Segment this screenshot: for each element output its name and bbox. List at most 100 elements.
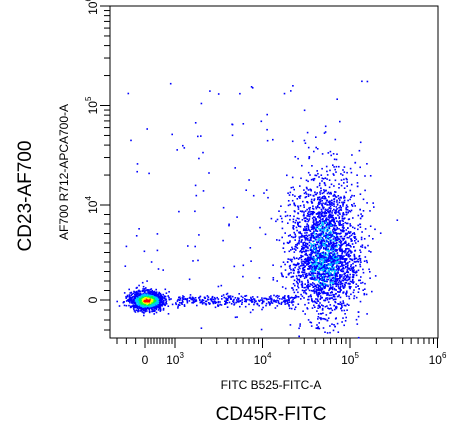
scatter-point xyxy=(328,225,330,227)
scatter-point xyxy=(331,267,333,270)
scatter-point xyxy=(315,218,317,220)
scatter-point xyxy=(241,303,243,305)
scatter-point xyxy=(318,327,321,330)
scatter-point xyxy=(341,237,344,240)
scatter-point xyxy=(341,215,344,217)
scatter-point xyxy=(294,248,296,250)
scatter-point xyxy=(306,223,308,225)
scatter-point xyxy=(292,298,294,301)
scatter-point xyxy=(322,257,325,260)
scatter-point xyxy=(324,222,326,225)
scatter-point xyxy=(340,240,343,243)
scatter-point xyxy=(352,270,355,273)
scatter-point xyxy=(305,293,308,295)
scatter-point xyxy=(339,247,341,250)
scatter-point xyxy=(324,235,326,237)
scatter-point xyxy=(328,272,331,275)
scatter-point xyxy=(318,214,320,217)
scatter-point xyxy=(291,287,294,289)
scatter-point xyxy=(192,300,195,302)
scatter-point xyxy=(351,232,354,235)
scatter-point xyxy=(323,206,325,209)
scatter-point xyxy=(319,229,321,232)
scatter-point xyxy=(333,257,335,260)
scatter-point xyxy=(230,297,232,299)
scatter-point xyxy=(134,291,136,293)
scatter-point xyxy=(316,310,318,312)
scatter-point xyxy=(312,270,314,273)
scatter-point xyxy=(142,299,144,302)
scatter-point xyxy=(301,164,303,167)
scatter-point xyxy=(300,240,303,242)
scatter-point xyxy=(303,206,305,208)
scatter-point xyxy=(335,285,337,287)
scatter-point xyxy=(300,241,302,243)
scatter-point xyxy=(287,296,289,298)
scatter-point xyxy=(330,201,333,204)
scatter-point xyxy=(315,327,318,329)
scatter-point xyxy=(146,128,148,130)
scatter-point xyxy=(183,296,185,298)
scatter-point xyxy=(341,251,344,254)
scatter-point xyxy=(335,209,338,211)
scatter-point xyxy=(337,214,339,217)
scatter-point xyxy=(351,269,354,271)
scatter-point xyxy=(333,166,335,168)
scatter-point xyxy=(314,252,316,254)
scatter-point xyxy=(155,307,158,309)
scatter-point xyxy=(227,299,229,301)
scatter-point xyxy=(146,294,149,297)
scatter-point xyxy=(227,295,230,297)
scatter-point xyxy=(328,234,331,237)
scatter-point xyxy=(295,294,297,297)
scatter-point xyxy=(322,223,325,226)
scatter-point xyxy=(316,170,318,172)
scatter-point xyxy=(150,307,152,309)
scatter-point xyxy=(332,218,335,220)
scatter-point xyxy=(326,218,328,221)
scatter-point xyxy=(355,286,357,288)
scatter-point xyxy=(334,168,336,171)
scatter-point xyxy=(317,255,319,257)
scatter-point xyxy=(310,278,312,280)
scatter-point xyxy=(350,240,353,242)
scatter-point xyxy=(326,297,328,299)
scatter-point xyxy=(354,240,356,242)
scatter-point xyxy=(312,211,314,214)
scatter-point xyxy=(344,284,346,287)
scatter-point xyxy=(337,303,340,305)
scatter-point xyxy=(136,292,138,294)
scatter-point xyxy=(350,209,353,212)
scatter-point xyxy=(351,266,353,269)
scatter-point xyxy=(155,308,157,311)
scatter-point xyxy=(294,233,296,236)
scatter-point xyxy=(326,305,328,307)
scatter-point xyxy=(320,256,323,258)
scatter-point xyxy=(319,242,321,245)
scatter-point xyxy=(304,290,306,292)
scatter-point xyxy=(284,299,286,302)
scatter-point xyxy=(303,228,305,230)
scatter-point xyxy=(143,300,146,302)
scatter-point xyxy=(324,331,326,333)
scatter-point xyxy=(350,293,352,296)
scatter-point xyxy=(308,156,311,159)
scatter-point xyxy=(162,269,164,271)
scatter-point xyxy=(329,304,332,306)
scatter-point xyxy=(161,303,164,306)
scatter-point xyxy=(327,233,329,236)
scatter-point xyxy=(361,281,364,284)
scatter-point xyxy=(165,303,168,305)
scatter-point xyxy=(318,215,320,218)
scatter-point xyxy=(130,296,132,299)
scatter-point xyxy=(333,287,336,290)
scatter-point xyxy=(318,216,321,219)
scatter-point xyxy=(322,279,324,281)
scatter-point xyxy=(340,206,342,209)
scatter-point xyxy=(293,231,295,234)
scatter-point xyxy=(133,310,136,312)
scatter-point xyxy=(300,254,302,257)
scatter-point xyxy=(151,296,154,298)
scatter-point xyxy=(236,301,239,303)
scatter-point xyxy=(298,278,301,281)
